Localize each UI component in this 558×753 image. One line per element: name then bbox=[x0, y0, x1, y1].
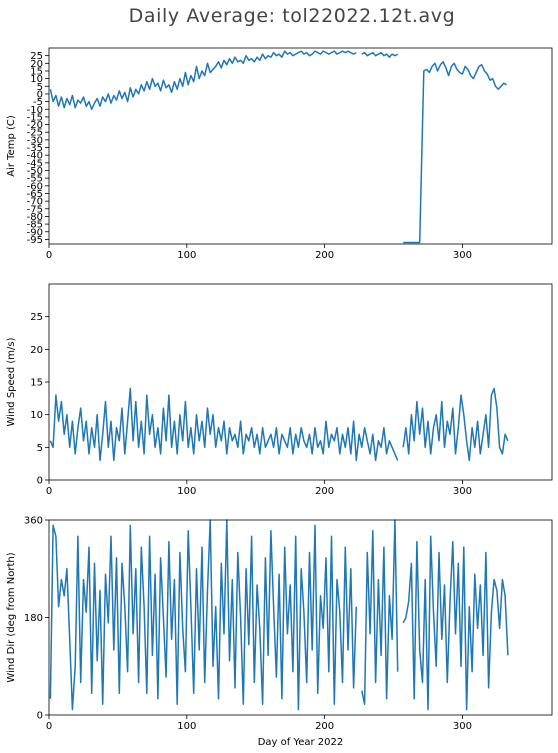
y-tick-label: -65 bbox=[27, 189, 43, 200]
y-tick-label: -35 bbox=[27, 143, 43, 154]
y-tick-label: -30 bbox=[27, 135, 43, 146]
y-tick-label: -85 bbox=[27, 220, 43, 231]
plot-frame bbox=[48, 47, 553, 245]
y-tick-label: 5 bbox=[37, 443, 43, 454]
y-tick-label: 15 bbox=[30, 378, 43, 389]
y-tick-label: -25 bbox=[27, 128, 43, 139]
y-tick-label: 25 bbox=[30, 51, 43, 62]
chart-panel-3: 0 100 200 300 0 180 360 Wind Dir (deg from Nort… bbox=[6, 516, 553, 748]
y-tick-label: -60 bbox=[27, 181, 43, 192]
y-axis-label: Wind Speed (m/s) bbox=[6, 337, 17, 426]
y-tick-label: -75 bbox=[27, 204, 43, 215]
series-line-segment bbox=[49, 519, 358, 711]
x-tick-label: 200 bbox=[315, 721, 334, 732]
figure-title: Daily Average: tol22022.12t.avg bbox=[129, 5, 456, 27]
y-tick-label: -80 bbox=[27, 212, 43, 223]
series-line-segment bbox=[403, 61, 507, 244]
y-tick-label: 25 bbox=[30, 312, 43, 323]
y-tick-label: -95 bbox=[27, 235, 43, 246]
y-tick-label: -15 bbox=[27, 112, 43, 123]
y-tick-label: -45 bbox=[27, 158, 43, 169]
x-tick-label: 300 bbox=[453, 721, 472, 732]
y-tick-label: -50 bbox=[27, 166, 43, 177]
x-tick-label: 300 bbox=[453, 250, 472, 261]
y-tick-label: 5 bbox=[37, 82, 43, 93]
chart-panel-2: 0 100 200 300 0 5 10 15 20 25 Wind Speed (m/s) bbox=[6, 283, 553, 497]
y-axis-label: Wind Dir (deg from North) bbox=[6, 552, 17, 682]
x-axis-label: Day of Year 2022 bbox=[258, 737, 344, 748]
y-tick-label: -40 bbox=[27, 151, 43, 162]
x-tick-label: 300 bbox=[453, 486, 472, 497]
y-tick-label: 20 bbox=[30, 59, 43, 70]
x-tick-label: 200 bbox=[315, 486, 334, 497]
y-tick-label: -70 bbox=[27, 197, 43, 208]
series-line-segment bbox=[402, 387, 509, 462]
y-tick-label: -55 bbox=[27, 174, 43, 185]
y-tick-label: 360 bbox=[24, 516, 43, 527]
y-tick-label: 0 bbox=[37, 476, 43, 487]
x-tick-label: 0 bbox=[46, 486, 52, 497]
y-tick-label: -5 bbox=[33, 97, 43, 108]
y-tick-label: 20 bbox=[30, 345, 43, 356]
y-tick-label: 0 bbox=[37, 89, 43, 100]
chart-panel-1: 0 100 200 3002520151050-5-10-15-20-25-30-35… bbox=[6, 47, 553, 261]
y-tick-label: 10 bbox=[30, 410, 43, 421]
y-tick-label: 0 bbox=[37, 711, 43, 722]
x-tick-label: 100 bbox=[177, 250, 196, 261]
series-line-segment bbox=[49, 387, 399, 462]
x-tick-label: 0 bbox=[46, 721, 52, 732]
x-tick-label: 100 bbox=[177, 486, 196, 497]
series-line-segment bbox=[49, 50, 357, 111]
series-line-segment bbox=[361, 51, 399, 58]
y-tick-label: -20 bbox=[27, 120, 43, 131]
series-line-segment bbox=[361, 519, 399, 705]
y-tick-label: 180 bbox=[24, 613, 43, 624]
x-tick-label: 100 bbox=[177, 721, 196, 732]
x-tick-label: 0 bbox=[46, 250, 52, 261]
y-tick-label: 15 bbox=[30, 66, 43, 77]
x-tick-label: 200 bbox=[315, 250, 334, 261]
y-tick-label: -10 bbox=[27, 105, 43, 116]
y-tick-label: -90 bbox=[27, 227, 43, 238]
y-axis-label: Air Temp (C) bbox=[6, 115, 17, 177]
y-tick-label: 10 bbox=[30, 74, 43, 85]
series-line-segment bbox=[402, 535, 509, 711]
